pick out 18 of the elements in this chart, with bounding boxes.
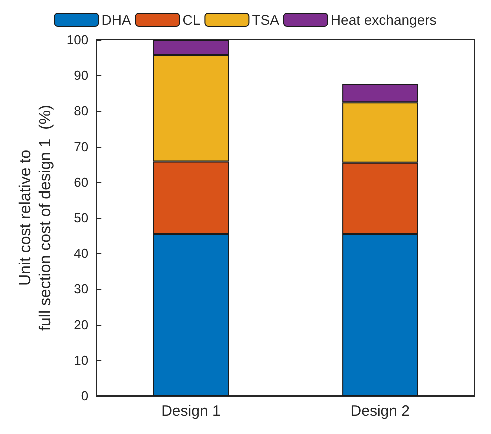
y-tick-label: 30	[74, 282, 89, 297]
y-tick-label: 80	[74, 104, 89, 119]
x-tick-label: Design 2	[350, 403, 410, 420]
y-axis-title: Unit cost relative to full section cost of design 1 (%)	[18, 105, 54, 331]
y-tick-label: 0	[81, 388, 89, 404]
y-tick-label: 40	[74, 246, 89, 262]
legend-label: DHA	[102, 12, 132, 28]
y-tick-label: 50	[74, 210, 89, 226]
legend-label: CL	[182, 12, 201, 28]
y-tick-label: 20	[74, 317, 89, 332]
y-tick-label: 70	[74, 139, 89, 154]
y-tick-label: 90	[74, 68, 89, 84]
legend-label: Heat exchangers	[330, 12, 437, 28]
x-tick-label: Design 1	[162, 403, 221, 420]
y-tick-label: 10	[74, 352, 89, 368]
y-tick-label: 100	[66, 32, 89, 48]
y-tick-label: 60	[74, 174, 89, 190]
legend-label: TSA	[252, 12, 280, 28]
